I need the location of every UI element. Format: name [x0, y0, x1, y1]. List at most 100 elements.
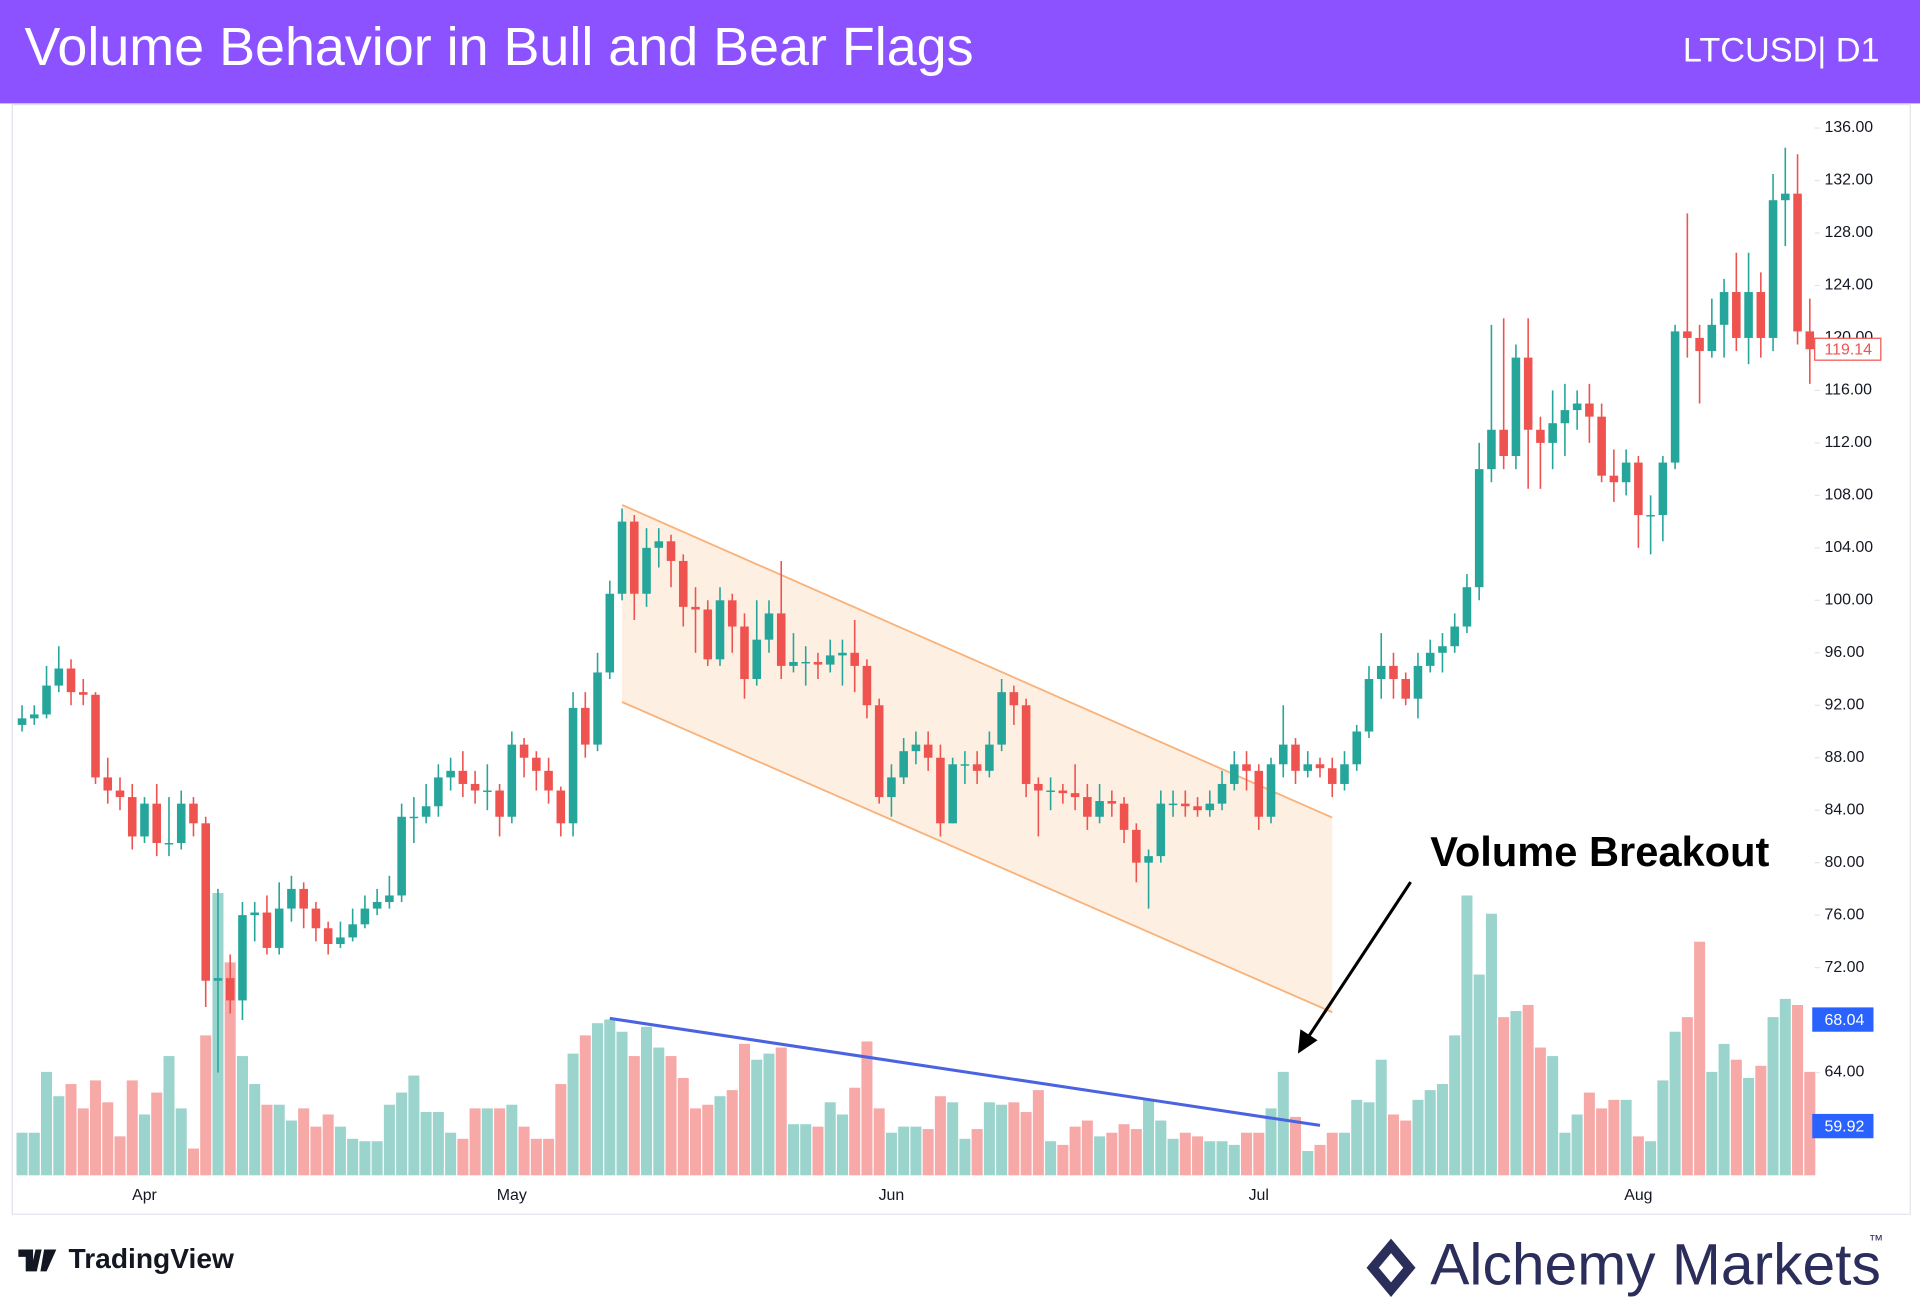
volume-bar — [506, 1104, 518, 1176]
volume-trendline — [609, 1016, 1321, 1127]
y-tick-label: 132.00 — [1824, 172, 1873, 189]
y-tick-label: 96.00 — [1824, 644, 1864, 661]
volume-bar — [126, 1080, 138, 1176]
y-tick-label: 92.00 — [1824, 696, 1864, 713]
candle-body — [1009, 692, 1019, 706]
volume-bar — [1534, 1047, 1546, 1176]
footer-right: Alchemy Markets — [1430, 1233, 1881, 1298]
y-tick-label: 64.00 — [1824, 1064, 1864, 1081]
candle-body — [630, 521, 639, 594]
volume-bar — [420, 1112, 432, 1176]
volume-bar — [1559, 1132, 1571, 1176]
volume-bar — [1302, 1150, 1314, 1176]
y-tick-label: 104.00 — [1824, 539, 1873, 556]
volume-bar — [16, 1132, 28, 1176]
candle-body — [91, 694, 100, 778]
volume-bar — [690, 1108, 702, 1176]
candle-body — [483, 790, 492, 792]
candle-body — [140, 803, 149, 837]
candle-body — [1193, 806, 1202, 811]
candle-body — [1107, 801, 1117, 804]
price-marker-box — [1812, 1113, 1874, 1139]
volume-bar — [322, 1114, 334, 1176]
candle-body — [1327, 768, 1337, 784]
candle-body — [593, 672, 602, 745]
volume-bar — [1155, 1120, 1167, 1176]
candle-body — [1560, 410, 1570, 424]
candle-body — [250, 912, 259, 916]
volume-bar — [1400, 1120, 1412, 1176]
volume-bar — [1204, 1141, 1216, 1176]
volume-bar — [1094, 1136, 1106, 1176]
header-bar — [0, 0, 1920, 104]
candle-body — [1695, 337, 1704, 352]
volume-bar — [1583, 1092, 1595, 1176]
candle-body — [348, 924, 357, 938]
candle-body — [1744, 292, 1753, 338]
candle-body — [1119, 803, 1129, 830]
candle-body — [1278, 744, 1288, 765]
volume-bar — [224, 962, 236, 1176]
candle-body — [1438, 646, 1447, 653]
candle-body — [862, 665, 872, 706]
volume-bar — [298, 1108, 310, 1176]
candle-body — [103, 777, 113, 791]
volume-bar — [1498, 1017, 1510, 1176]
candle-body — [556, 790, 566, 824]
candle-body — [201, 823, 210, 981]
volume-bar — [1179, 1132, 1191, 1176]
candle-body — [801, 661, 810, 664]
y-tick-label: 108.00 — [1824, 487, 1873, 504]
candle-body — [936, 757, 945, 824]
candle-body — [336, 937, 345, 945]
volume-bar — [1032, 1090, 1044, 1176]
candle-body — [1034, 783, 1043, 791]
candle-body — [605, 593, 615, 673]
annotation: Volume Breakout — [1430, 828, 1769, 875]
volume-bar — [1253, 1132, 1265, 1176]
volume-bar — [1706, 1071, 1718, 1176]
volume-bar — [1338, 1132, 1350, 1176]
candle-body — [1768, 200, 1778, 338]
candle-body — [152, 803, 162, 843]
volume-bar — [714, 1096, 726, 1176]
volume-bar — [518, 1126, 530, 1176]
trademark: ™ — [1869, 1233, 1884, 1249]
candle-body — [1499, 429, 1508, 457]
volume-bar — [1314, 1144, 1326, 1176]
candle-body — [1793, 193, 1802, 332]
tradingview-icon — [18, 1249, 57, 1272]
candle-body — [176, 803, 186, 843]
candle-body — [1181, 803, 1190, 807]
channel-upper — [621, 504, 1333, 819]
candle-body — [397, 816, 406, 896]
volume-bar — [1326, 1132, 1338, 1176]
volume-bar — [579, 1035, 591, 1176]
volume-bar — [383, 1104, 395, 1176]
volume-bar — [1412, 1099, 1424, 1176]
volume-bar — [273, 1104, 285, 1176]
candle-body — [507, 744, 517, 817]
candle-body — [1585, 403, 1594, 417]
y-tick-label: 112.00 — [1824, 434, 1872, 451]
candle-body — [1487, 429, 1496, 470]
volume-bar — [1290, 1116, 1302, 1176]
volume-bar — [543, 1138, 555, 1176]
candle-body — [985, 744, 994, 771]
candle-body — [568, 707, 578, 824]
volume-bar — [1755, 1065, 1767, 1176]
footer-left: TradingView — [69, 1243, 234, 1274]
volume-bar — [1510, 1011, 1522, 1176]
candle-body — [752, 639, 762, 680]
candle-body — [1511, 357, 1521, 457]
x-tick-label: May — [497, 1187, 527, 1204]
volume-bar — [285, 1120, 297, 1176]
volume-bar — [947, 1102, 959, 1176]
candle-body — [813, 661, 823, 665]
candle-body — [409, 816, 419, 819]
arrow-head — [1297, 1029, 1318, 1054]
volume-bar — [898, 1126, 910, 1176]
volume-bar — [873, 1108, 885, 1176]
candle-body — [1046, 790, 1055, 792]
volume-bar — [1143, 1099, 1155, 1176]
